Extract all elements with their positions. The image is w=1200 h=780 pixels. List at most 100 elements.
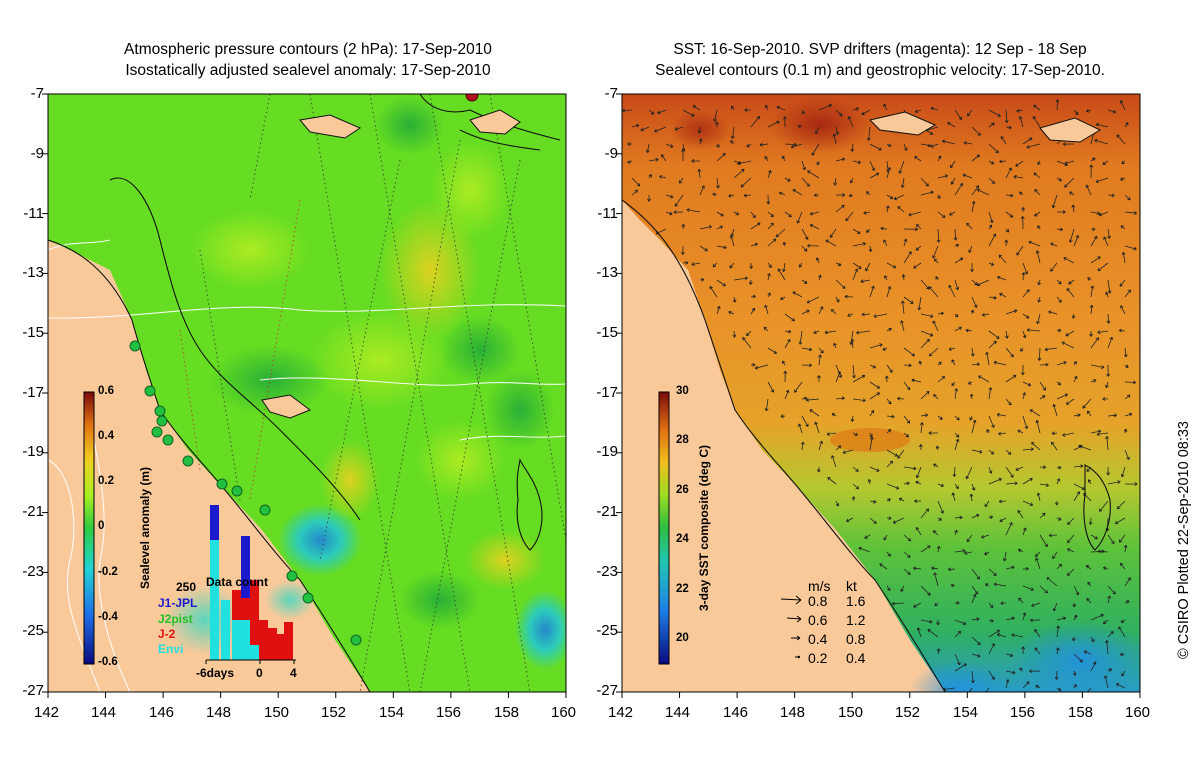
velocity-arrow: [937, 415, 943, 420]
velocity-arrow: [1039, 483, 1049, 487]
velocity-arrow: [1099, 500, 1109, 512]
right-y-tick: -21: [596, 503, 618, 520]
velocity-arrow: [1121, 670, 1126, 677]
velocity-arrow: [1090, 211, 1101, 216]
velocity-arrow: [928, 431, 938, 435]
velocity-arrow: [971, 126, 981, 136]
velocity-arrow: [903, 481, 910, 486]
velocity-arrow: [954, 438, 960, 451]
velocity-arrow: [920, 190, 934, 196]
velocity-arrow: [622, 108, 633, 113]
velocity-arrow: [801, 109, 805, 115]
velocity-arrow: [913, 602, 922, 608]
velocity-arrow: [852, 228, 861, 234]
velocity-arrow: [767, 120, 780, 128]
velocity-arrow: [699, 277, 705, 282]
velocity-arrow: [988, 449, 995, 455]
velocity-arrow: [1018, 116, 1024, 128]
velocity-arrow: [933, 463, 939, 468]
velocity-arrow: [1105, 381, 1109, 389]
velocity-arrow: [999, 517, 1007, 522]
velocity-arrow: [716, 245, 727, 250]
velocity-arrow: [699, 185, 705, 196]
velocity-arrow: [801, 363, 813, 368]
velocity-arrow: [1107, 413, 1117, 418]
velocity-arrow: [1115, 683, 1126, 689]
velocity-arrow: [1087, 581, 1092, 587]
velocity-arrow: [942, 139, 956, 145]
velocity-arrow: [900, 177, 905, 188]
velocity-arrow: [766, 194, 771, 205]
velocity-arrow: [1103, 675, 1109, 689]
velocity-arrow: [716, 143, 720, 148]
velocity-arrow: [814, 421, 820, 434]
velocity-arrow: [1120, 619, 1126, 623]
velocity-arrow: [1090, 337, 1099, 349]
velocity-arrow: [932, 320, 939, 332]
velocity-arrow: [936, 619, 940, 626]
velocity-arrow: [954, 619, 967, 626]
velocity-arrow: [999, 159, 1007, 164]
velocity-arrow: [1086, 597, 1092, 604]
velocity-arrow: [784, 313, 795, 322]
velocity-arrow: [883, 534, 888, 541]
velocity-arrow: [968, 381, 973, 385]
velocity-arrow: [767, 211, 774, 218]
velocity-arrow: [954, 630, 962, 638]
velocity-arrow: [792, 189, 803, 196]
velocity-arrow: [1090, 285, 1095, 298]
velocity-arrow: [801, 177, 810, 187]
velocity-arrow: [1072, 602, 1077, 608]
sst-colorbar-tick: 30: [676, 385, 689, 397]
velocity-arrow: [886, 483, 900, 490]
velocity-arrow: [1090, 364, 1105, 369]
velocity-arrow: [903, 534, 912, 542]
velocity-arrow: [949, 211, 956, 216]
velocity-arrow: [829, 228, 837, 238]
velocity-arrow: [627, 160, 633, 164]
velocity-arrow: [930, 143, 939, 148]
legend-j2pist: J2pist: [158, 612, 193, 626]
velocity-arrow: [1054, 670, 1059, 680]
velocity-arrow: [869, 517, 877, 524]
left-x-tick: 150: [264, 704, 290, 721]
velocity-arrow: [648, 174, 652, 179]
sla-colorbar-label: Sealevel anomaly (m): [138, 466, 152, 590]
velocity-arrow: [901, 300, 905, 315]
velocity-arrow: [996, 633, 1007, 638]
velocity-arrow: [971, 617, 980, 622]
velocity-arrow: [1085, 184, 1092, 196]
velocity-arrow: [915, 526, 922, 536]
velocity-arrow: [1107, 668, 1113, 672]
velocity-arrow: [903, 363, 912, 368]
velocity-arrow: [1073, 109, 1079, 116]
velocity-arrow: [1004, 239, 1009, 247]
velocity-arrow: [971, 483, 976, 491]
velocity-scale-ms: 0.6: [808, 612, 828, 628]
velocity-arrow: [1011, 633, 1024, 638]
velocity-arrow: [686, 208, 701, 213]
velocity-arrow: [920, 279, 930, 290]
velocity-arrow: [714, 121, 719, 128]
velocity-arrow: [813, 330, 820, 334]
velocity-arrow: [681, 223, 686, 230]
velocity-arrow: [767, 292, 771, 298]
velocity-arrow: [713, 109, 718, 122]
velocity-arrow: [1019, 191, 1024, 196]
right-y-tick: -13: [596, 264, 618, 281]
velocity-arrow: [947, 122, 956, 128]
velocity-arrow: [1056, 296, 1062, 303]
velocity-arrow: [981, 534, 990, 539]
velocity-arrow: [1026, 143, 1041, 149]
velocity-arrow: [936, 228, 941, 243]
velocity-arrow: [965, 328, 973, 333]
velocity-arrow: [1124, 380, 1137, 385]
sla-colorbar-tick: 0: [98, 520, 105, 532]
velocity-arrow: [1035, 557, 1041, 570]
velocity-arrow: [763, 326, 769, 332]
velocity-arrow: [988, 643, 995, 655]
velocity-arrow: [913, 262, 922, 269]
sst-colorbar: [658, 391, 670, 665]
velocity-arrow: [954, 279, 960, 291]
velocity-arrow: [918, 444, 923, 451]
